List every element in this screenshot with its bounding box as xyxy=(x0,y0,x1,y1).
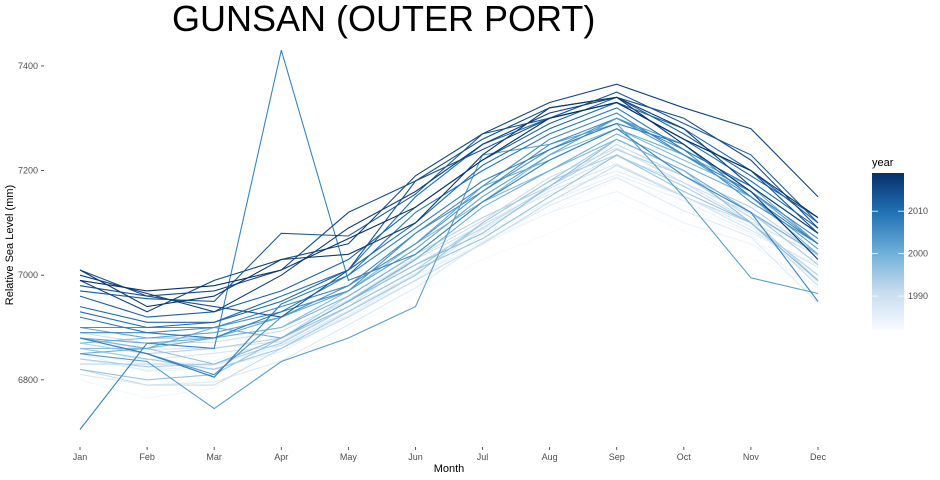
series-line-1996 xyxy=(79,154,819,381)
series-line-2007 xyxy=(79,50,819,430)
y-tick-label: 7400 xyxy=(18,61,38,71)
series-line-2010 xyxy=(79,101,819,329)
series-line-2011 xyxy=(79,101,819,323)
x-tick-label: Apr xyxy=(274,452,288,462)
legend-colorbar xyxy=(872,173,904,330)
series-line-1990 xyxy=(79,147,819,344)
legend-title: year xyxy=(872,157,894,169)
x-tick-label: Aug xyxy=(542,452,558,462)
legend-tick-label: 2000 xyxy=(908,249,928,259)
x-tick-label: May xyxy=(340,452,358,462)
x-axis-title: Month xyxy=(434,463,465,475)
legend-tick-label: 2010 xyxy=(908,206,928,216)
x-tick-label: Jan xyxy=(73,452,88,462)
series-line-1993 xyxy=(79,148,819,355)
x-tick-label: Nov xyxy=(743,452,760,462)
series-line-2006 xyxy=(80,112,819,334)
series-line-2016 xyxy=(79,83,819,313)
series-line-1985 xyxy=(79,174,819,373)
series-line-1991 xyxy=(79,164,819,386)
series-line-2003 xyxy=(79,122,819,410)
legend-ticks: 1990 2000 2010 xyxy=(872,206,928,301)
y-axis-title: Relative Sea Level (mm) xyxy=(4,185,16,305)
series-line-2005 xyxy=(80,117,819,329)
series-line-2015 xyxy=(79,96,819,297)
chart-title: GUNSAN (OUTER PORT) xyxy=(172,0,595,39)
y-tick-label: 7000 xyxy=(18,270,38,280)
series-line-2004 xyxy=(79,117,819,376)
x-tick-label: Mar xyxy=(206,452,222,462)
y-tick-label: 7200 xyxy=(18,166,38,176)
series-line-1986 xyxy=(79,170,819,371)
y-axis: 6800 7000 7200 7400 xyxy=(18,61,44,385)
x-tick-label: Sep xyxy=(609,452,625,462)
x-tick-label: Dec xyxy=(810,452,827,462)
series-line-2013 xyxy=(79,91,819,302)
series-line-2018 xyxy=(79,96,819,308)
x-tick-label: Jun xyxy=(408,452,423,462)
legend-tick-label: 1990 xyxy=(908,291,928,301)
legend: year 1990 2000 2010 xyxy=(872,157,928,330)
series-line-2001 xyxy=(79,128,819,344)
x-tick-label: Feb xyxy=(139,452,155,462)
series-line-2017 xyxy=(79,96,819,313)
series-line-1987 xyxy=(79,176,819,386)
series-line-2008 xyxy=(79,122,819,378)
series-line-1989 xyxy=(79,155,819,351)
x-axis: Jan Feb Mar Apr May Jun Jul Aug Sep Oct Nov Dec xyxy=(73,447,827,462)
series-line-2009 xyxy=(79,107,819,339)
y-tick-label: 6800 xyxy=(18,375,38,385)
x-tick-label: Jul xyxy=(477,452,489,462)
series-layer xyxy=(79,50,819,430)
x-tick-label: Oct xyxy=(677,452,692,462)
series-line-1997 xyxy=(80,138,819,365)
series-line-1994 xyxy=(79,154,819,368)
series-line-2019 xyxy=(79,101,819,292)
series-line-2000 xyxy=(79,133,819,355)
